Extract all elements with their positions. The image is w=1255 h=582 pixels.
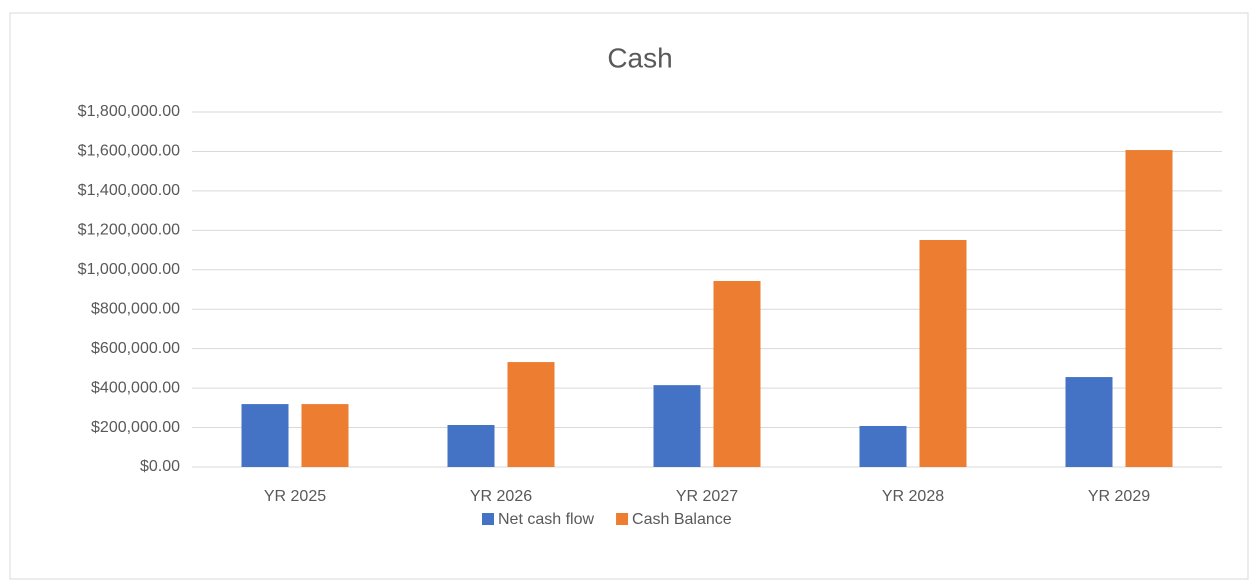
bar <box>241 404 289 467</box>
legend-label: Net cash flow <box>498 511 594 528</box>
chart-border <box>9 12 1249 580</box>
y-tick-label: $1,200,000.00 <box>78 222 180 239</box>
y-tick-label: $600,000.00 <box>91 340 180 357</box>
legend-swatch <box>616 513 629 525</box>
bar <box>859 425 907 467</box>
y-tick-label: $0.00 <box>140 458 180 475</box>
bar <box>507 362 555 467</box>
y-tick-label: $1,400,000.00 <box>78 182 180 199</box>
y-tick-label: $1,600,000.00 <box>78 143 180 160</box>
chart-title: Cash <box>607 42 672 73</box>
y-tick-label: $200,000.00 <box>91 419 180 436</box>
y-tick-label: $1,800,000.00 <box>78 103 180 120</box>
bar <box>1125 150 1173 467</box>
bar <box>713 281 761 467</box>
x-tick-label: YR 2029 <box>1088 488 1150 505</box>
y-tick-label: $1,000,000.00 <box>78 261 180 278</box>
x-tick-label: YR 2025 <box>264 488 326 505</box>
bar <box>919 239 967 467</box>
bar <box>301 404 349 467</box>
legend-label: Cash Balance <box>632 511 732 528</box>
y-tick-label: $400,000.00 <box>91 379 180 396</box>
x-tick-label: YR 2026 <box>470 488 532 505</box>
y-tick-label: $800,000.00 <box>91 300 180 317</box>
legend-swatch <box>482 513 494 525</box>
bar <box>447 424 495 467</box>
bar <box>653 385 701 467</box>
x-tick-label: YR 2027 <box>676 488 738 505</box>
bar <box>1065 377 1113 467</box>
x-tick-label: YR 2028 <box>882 488 944 505</box>
